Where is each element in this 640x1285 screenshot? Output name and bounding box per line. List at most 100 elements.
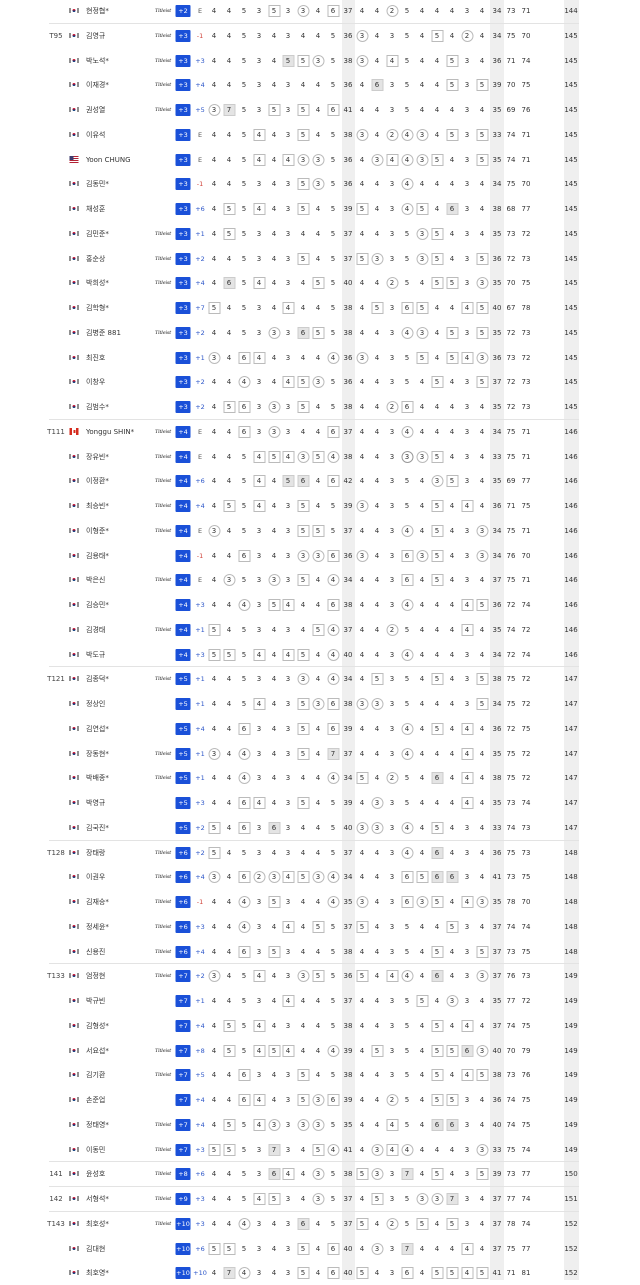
player-name[interactable]: 최승빈* — [86, 502, 109, 510]
player-name[interactable]: 박도규 — [86, 651, 106, 659]
player-name[interactable]: 이유석 — [86, 131, 106, 139]
player-row[interactable]: 이창우 +3 +2 4 4 4 3 4 4 5 3 5 36 4 4 3 5 4 5 4 3 5 37 72 73 145 — [0, 370, 640, 394]
player-name[interactable]: 최진호 — [86, 354, 106, 362]
player-name[interactable]: 정태영* — [86, 1121, 109, 1129]
player-row[interactable]: 박은신 Titleist +4 E 4 3 5 3 3 3 5 4 4 34 4 4 3 6 4 5 4 3 4 37 75 71… — [0, 568, 640, 592]
player-name[interactable]: 김동민* — [86, 180, 109, 188]
player-name[interactable]: 장동현* — [86, 750, 109, 758]
player-row[interactable]: 이형준* Titleist +4 E 3 4 5 3 4 3 5 5 5 37 4 4 3 4 4 5 4 3 3 34 75 7… — [0, 519, 640, 543]
player-row[interactable]: 신용진 Titleist +6 +4 4 4 6 3 5 3 4 4 5 38 4 4 3 5 4 5 4 3 5 37 73 7… — [0, 940, 640, 964]
player-name[interactable]: 김연섭* — [86, 725, 109, 733]
player-name[interactable]: 이권우 — [86, 873, 106, 881]
player-row[interactable]: 정태영* Titleist +7 +4 4 5 5 4 3 3 3 3 5 35 4 4 4 5 4 6 6 3 4 40 74… — [0, 1113, 640, 1137]
player-name[interactable]: 박영규 — [86, 799, 106, 807]
player-row[interactable]: T143 최호성* Titleist +10 +3 4 4 4 3 4 3 6 4 5 37 5 4 2 5 5 4 5 3… — [0, 1212, 640, 1236]
player-row[interactable]: 홍순상 Titleist +3 +2 4 4 5 3 4 3 5 4 5 37 5 3 3 5 3 5 4 3 5 36 72 7… — [0, 247, 640, 271]
player-name[interactable]: 박배종* — [86, 774, 109, 782]
player-name[interactable]: 김범수* — [86, 403, 109, 411]
player-row[interactable]: 장동현* Titleist +5 +1 3 4 4 3 4 3 5 4 7 37 4 4 3 4 4 4 4 4 4 35 75… — [0, 742, 640, 766]
player-name[interactable]: 박희성* — [86, 279, 109, 287]
player-name[interactable]: 정세윤* — [86, 923, 109, 931]
player-name[interactable]: 현정협* — [86, 7, 109, 15]
player-name[interactable]: 김병준 881 — [86, 329, 121, 337]
player-name[interactable]: 최호영* — [86, 1269, 109, 1277]
player-name[interactable]: 이형준* — [86, 527, 109, 535]
player-row[interactable]: T95 김영규 Titleist +3 -1 4 4 5 3 4 3 4 4 5 36 3 4 3 5 4 5 4 2 4 34… — [0, 24, 640, 48]
player-name[interactable]: 김경태 — [86, 626, 106, 634]
player-row[interactable]: 서요섭* Titleist +7 +8 4 5 5 4 5 4 4 4 4 39 4 5 3 5 4 5 5 6 3 40 70… — [0, 1039, 640, 1063]
player-row[interactable]: 이유석 +3 E 4 4 5 4 4 3 5 4 5 38 3 4 2 4 3 4 5 3 5 33 74 71 145 — [0, 123, 640, 147]
player-row[interactable]: 김연섭* +5 +4 4 4 6 3 4 3 5 4 6 39 4 4 3 4 4 5 4 4 4 36 72 75 147 — [0, 717, 640, 741]
player-row[interactable]: 김국진* +5 +2 5 4 6 3 6 3 4 4 5 40 3 3 3 4 4 5 4 3 4 33 74 73 147 — [0, 816, 640, 840]
player-row[interactable]: 김민준* Titleist +3 +1 4 5 5 3 4 3 4 4 5 37 4 4 3 5 3 5 4 3 4 35 73… — [0, 222, 640, 246]
player-row[interactable]: 김학형* +3 +7 5 4 5 3 4 4 4 4 5 38 4 5 3 6 5 4 4 4 5 40 67 78 145 — [0, 296, 640, 320]
player-name[interactable]: 이재경* — [86, 81, 109, 89]
player-name[interactable]: 김승민* — [86, 601, 109, 609]
player-name[interactable]: 장태랑 — [86, 849, 106, 857]
player-name[interactable]: 장유빈* — [86, 453, 109, 461]
player-name[interactable]: 김재승* — [86, 898, 109, 906]
player-row[interactable]: 김기환 Titleist +7 +5 4 4 6 3 4 3 5 4 5 38 4 4 3 5 4 5 4 4 5 38 73 7… — [0, 1063, 640, 1087]
player-row[interactable]: 이정환* Titleist +4 +6 4 4 5 4 4 5 6 4 6 42 4 4 3 5 4 3 5 3 4 35 69… — [0, 469, 640, 493]
player-row[interactable]: 권성열 Titleist +3 +5 3 7 5 3 5 3 5 4 6 41 4 4 3 5 4 4 4 3 4 35 69 7… — [0, 98, 640, 122]
player-name[interactable]: 박은신 — [86, 576, 106, 584]
player-name[interactable]: 서요섭* — [86, 1047, 109, 1055]
player-name[interactable]: 손준업 — [86, 1096, 106, 1104]
player-row[interactable]: 박노석* Titleist +3 +3 4 4 5 3 4 5 5 3 5 38 3 4 4 5 4 4 5 3 4 36 71… — [0, 49, 640, 73]
player-row[interactable]: 141 윤성호 Titleist +8 +6 4 4 5 3 6 4 4 3 5 38 5 3 3 7 4 5 4 3 5 39… — [0, 1162, 640, 1186]
player-name[interactable]: 김민준* — [86, 230, 109, 238]
player-row[interactable]: 박희성* Titleist +3 +4 4 6 5 4 4 3 4 5 5 40 4 4 2 5 4 5 5 3 3 35 70… — [0, 271, 640, 295]
player-row[interactable]: 142 서형석* Titleist +9 +3 4 4 5 4 5 3 4 3 5 37 4 5 3 5 3 3 7 3 4 3… — [0, 1187, 640, 1211]
player-name[interactable]: Yonggu SHIN* — [86, 428, 135, 436]
player-row[interactable]: 김대현 +10 +6 5 5 5 3 4 3 5 4 6 40 4 3 3 7 4 4 4 4 4 37 75 77 152 — [0, 1237, 640, 1261]
player-row[interactable]: 현정협* Titleist +2 E 4 4 5 3 5 3 3 4 6 37 4 4 2 5 4 4 4 3 4 34 73 7… — [0, 0, 640, 23]
player-row[interactable]: 최승빈* Titleist +4 +4 4 5 5 4 4 3 5 4 5 39 3 4 3 5 4 5 4 4 4 36 71… — [0, 494, 640, 518]
player-name[interactable]: 채성훈 — [86, 205, 106, 213]
player-row[interactable]: 박규빈 +7 +1 4 4 5 3 4 4 4 4 5 37 4 4 3 5 5 4 3 3 4 35 77 72 149 — [0, 989, 640, 1013]
player-row[interactable]: 정상인 +5 +1 4 4 5 4 4 3 5 3 6 38 3 3 3 5 4 4 4 3 5 34 75 72 147 — [0, 692, 640, 716]
player-name[interactable]: 이동민 — [86, 1146, 106, 1154]
player-row[interactable]: 박영규 +5 +3 4 4 6 4 4 3 5 4 5 39 4 3 3 5 4 4 4 4 4 35 73 74 147 — [0, 791, 640, 815]
player-name[interactable]: 권성열 — [86, 106, 106, 114]
player-row[interactable]: 김경태 Titleist +4 +1 5 4 5 3 4 3 4 5 4 37 4 4 2 5 4 4 4 4 4 35 74 7… — [0, 618, 640, 642]
player-row[interactable]: T128 장태랑 Titleist +6 +2 5 4 5 3 4 3 4 4 5 37 4 4 3 4 4 6 4 3 4 3… — [0, 841, 640, 865]
player-row[interactable]: 김재승* Titleist +6 -1 4 4 4 3 5 3 4 4 4 35 3 4 3 6 3 5 4 4 3 35 78… — [0, 890, 640, 914]
player-name[interactable]: 신용진 — [86, 948, 106, 956]
player-name[interactable]: 박노석* — [86, 57, 109, 65]
player-name[interactable]: 윤성호 — [86, 1170, 106, 1178]
player-row[interactable]: 김용태* +4 -1 4 4 6 3 4 3 3 3 6 36 3 4 3 6 3 5 4 3 3 34 76 70 146 — [0, 544, 640, 568]
player-row[interactable]: 정세윤* Titleist +6 +3 4 4 4 3 4 4 4 5 5 37 5 4 3 5 4 4 5 3 4 37 74… — [0, 915, 640, 939]
player-row[interactable]: Yoon CHUNG +3 E 4 4 5 4 4 4 3 3 5 36 4 3 4 4 3 5 4 3 5 35 74 71 1… — [0, 148, 640, 172]
player-name[interactable]: 서형석* — [86, 1195, 109, 1203]
player-name[interactable]: 엄정현 — [86, 972, 106, 980]
player-row[interactable]: 김승민* +4 +3 4 4 4 3 5 4 4 4 6 38 4 4 3 4 4 4 4 4 5 36 72 74 146 — [0, 593, 640, 617]
player-row[interactable]: 김병준 881 Titleist +3 +2 4 4 5 3 3 3 6 5 5 38 4 4 3 4 3 4 5 3 5 3… — [0, 321, 640, 345]
player-row[interactable]: T111 Yonggu SHIN* Titleist +4 E 4 4 6 3 3 3 4 4 6 37 4 4… — [0, 420, 640, 444]
player-name[interactable]: 홍순상 — [86, 255, 106, 263]
player-row[interactable]: 박배종* Titleist +5 +1 4 4 4 3 4 3 4 4 4 34 5 4 2 5 4 6 4 4 4 38 75… — [0, 766, 640, 790]
player-row[interactable]: 박도규 +4 +3 5 5 5 4 4 4 5 4 4 40 4 4 3 4 4 4 4 3 4 34 72 74 146 — [0, 643, 640, 667]
player-name[interactable]: 김기환 — [86, 1071, 106, 1079]
player-row[interactable]: 최진호 +3 +1 3 4 6 4 4 3 4 4 4 36 3 4 3 5 5 4 5 4 3 36 73 72 145 — [0, 346, 640, 370]
player-name[interactable]: 최호성* — [86, 1220, 109, 1228]
player-name[interactable]: 김국진* — [86, 824, 109, 832]
player-name[interactable]: Yoon CHUNG — [86, 156, 131, 164]
player-row[interactable]: 김동민* +3 -1 4 4 5 3 4 3 5 3 5 36 4 4 3 4 4 4 4 3 4 34 75 70 145 — [0, 172, 640, 196]
player-name[interactable]: 김형성* — [86, 1022, 109, 1030]
player-row[interactable]: 이재경* Titleist +3 +4 4 4 5 3 4 3 4 4 5 36 4 6 3 5 4 4 5 3 5 39 70… — [0, 73, 640, 97]
player-row[interactable]: 채성훈 +3 +6 4 5 5 4 4 3 5 4 5 39 5 4 3 4 5 4 6 3 4 38 68 77 145 — [0, 197, 640, 221]
player-row[interactable]: 장유빈* Titleist +4 E 4 4 5 4 5 4 3 5 4 38 4 4 3 3 3 5 4 3 4 33 75 7… — [0, 445, 640, 469]
player-name[interactable]: 박규빈 — [86, 997, 106, 1005]
player-row[interactable]: 손준업 +7 +4 4 4 6 4 4 3 5 3 6 39 4 4 2 5 4 5 5 3 4 36 74 75 149 — [0, 1088, 640, 1112]
player-name[interactable]: 이창우 — [86, 378, 106, 386]
player-name[interactable]: 김용태* — [86, 552, 109, 560]
player-row[interactable]: T121 김종덕* Titleist +5 +1 4 4 5 3 4 3 3 4 4 34 4 5 3 5 4 5 4 3 5… — [0, 667, 640, 691]
player-row[interactable]: 김형성* +7 +4 4 5 5 4 4 3 4 4 5 38 4 4 3 5 4 5 4 4 4 37 74 75 149 — [0, 1014, 640, 1038]
player-name[interactable]: 이정환* — [86, 477, 109, 485]
player-row[interactable]: 김범수* +3 +2 4 5 6 3 3 3 5 4 5 38 4 4 2 6 4 4 4 3 4 35 72 73 145 — [0, 395, 640, 419]
player-name[interactable]: 김종덕* — [86, 675, 109, 683]
player-row[interactable]: T133 엄정현 Titleist +7 +2 3 4 5 4 4 3 3 5 5 36 5 4 4 4 4 6 4 3 3 3… — [0, 964, 640, 988]
player-row[interactable]: 이동민 Titleist +7 +3 5 5 5 3 7 3 4 5 4 41 4 3 4 4 4 4 4 3 3 33 75 7… — [0, 1138, 640, 1162]
player-name[interactable]: 김학형* — [86, 304, 109, 312]
player-row[interactable]: 최호영* +10 +10 4 7 4 3 4 3 5 4 6 40 5 4 3 6 4 5 5 4 5 41 71 81 152 — [0, 1261, 640, 1285]
